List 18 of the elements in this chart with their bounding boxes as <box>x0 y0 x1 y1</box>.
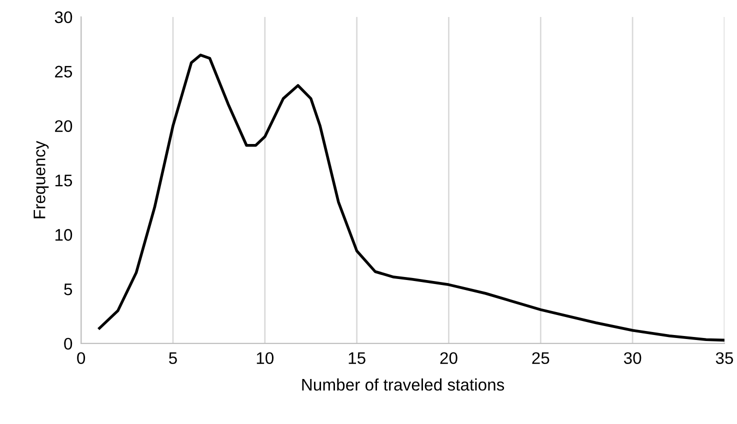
y-tick-label: 15 <box>55 174 72 186</box>
x-tick-label: 25 <box>532 352 550 364</box>
y-tick-label: 0 <box>64 338 72 350</box>
x-tick-label: 30 <box>624 352 642 364</box>
y-tick-label: 20 <box>55 120 72 132</box>
y-tick-label: 25 <box>55 66 72 78</box>
y-axis-title: Frequency <box>34 140 49 218</box>
y-tick-label: 30 <box>54 11 72 24</box>
x-tick-label: 5 <box>169 352 177 364</box>
x-tick-label: 20 <box>440 352 458 364</box>
x-tick-label: 0 <box>77 352 86 364</box>
line-series <box>98 54 724 342</box>
x-tick-label: 15 <box>348 352 366 364</box>
y-tick-label: 5 <box>64 284 72 296</box>
x-tick-label: 35 <box>716 352 734 364</box>
x-axis-title: Number of traveled stations <box>302 378 504 391</box>
y-tick-label: 10 <box>55 229 72 241</box>
x-tick-label: 10 <box>256 352 274 364</box>
